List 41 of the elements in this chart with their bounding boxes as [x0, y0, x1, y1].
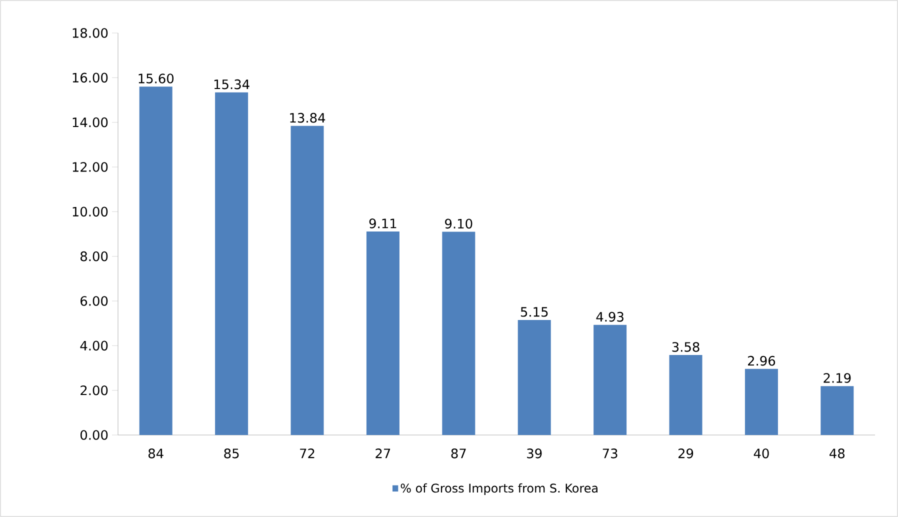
bar: [744, 368, 778, 435]
bar: [139, 86, 172, 435]
y-tick-label: 8.00: [80, 251, 108, 262]
bar: [820, 386, 854, 435]
bar: [669, 355, 702, 435]
x-tick-label: 73: [602, 448, 618, 458]
bar: [215, 92, 248, 435]
x-tick-label: 48: [830, 448, 845, 458]
bar: [518, 320, 551, 435]
y-tick-label: 4.00: [80, 340, 108, 351]
y-tick-label: 12.00: [72, 162, 108, 172]
x-tick-label: 39: [527, 448, 542, 458]
x-tick-label: 87: [451, 448, 466, 458]
x-tick-label: 29: [678, 448, 694, 458]
y-tick-label: 10.00: [72, 206, 108, 217]
x-tick-label: 84: [148, 448, 164, 458]
data-label: 4.93: [596, 312, 624, 322]
y-tick-label: 14.00: [72, 117, 108, 128]
y-tick-label: 2.00: [80, 385, 108, 396]
data-label: 13.84: [290, 112, 326, 123]
x-tick-label: 40: [754, 448, 769, 458]
data-label: 9.10: [445, 218, 472, 229]
y-tick-label: 16.00: [72, 72, 108, 83]
y-tick-label: 6.00: [80, 296, 108, 306]
data-label: 15.60: [138, 74, 174, 84]
bar: [290, 126, 324, 435]
bar: [442, 232, 476, 435]
y-tick-label: 18.00: [72, 28, 108, 38]
x-tick-label: 27: [376, 448, 390, 458]
legend-label: % of Gross Imports from S. Korea: [400, 483, 598, 495]
data-label: 2.19: [824, 373, 851, 383]
data-label: 9.11: [369, 218, 396, 228]
x-tick-label: 85: [224, 448, 239, 458]
y-tick-label: 0.00: [80, 430, 108, 440]
data-label: 15.34: [214, 79, 250, 90]
data-label: 2.96: [748, 356, 776, 366]
data-label: 5.15: [520, 307, 548, 317]
bar: [594, 324, 627, 435]
bar: [366, 232, 400, 435]
data-label: 3.58: [672, 342, 700, 352]
x-tick-label: 72: [300, 448, 314, 458]
